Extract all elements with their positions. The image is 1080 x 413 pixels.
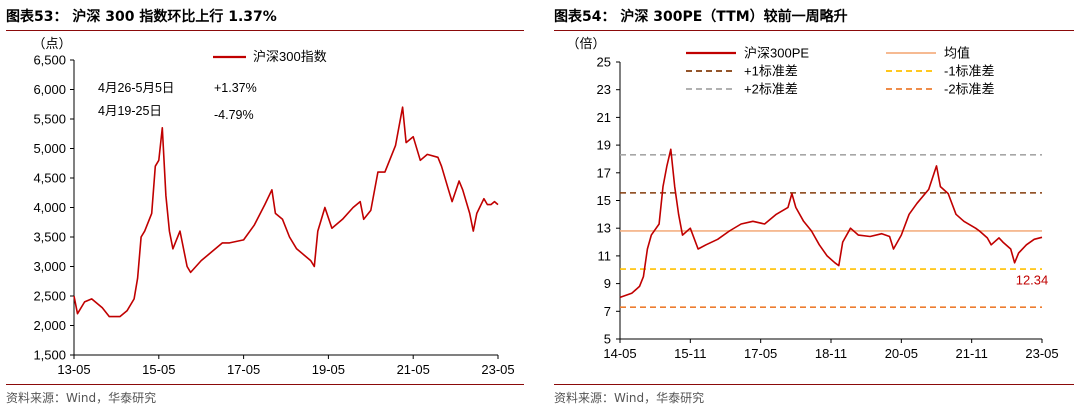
x-tick-label: 15-11 (674, 346, 706, 361)
x-tick-label: 14-05 (603, 346, 636, 361)
y-tick-label: 11 (598, 248, 612, 263)
legend: 沪深300PE 均值 +1标准差 -1标准差 +2标准差 -2标准差 (686, 46, 995, 97)
chart-title: 图表54： 沪深 300PE（TTM）较前一周略升 (554, 9, 848, 25)
chart-panel-hs300-index: 图表53： 沪深 300 指数环比上行 1.37% 1,500 2,000 2,50… (0, 0, 530, 413)
x-tick-label: 19-05 (312, 362, 345, 377)
x-tick-label: 21-05 (397, 362, 430, 377)
y-tick-label: 6,000 (33, 82, 66, 97)
x-tick-label: 15-05 (142, 362, 175, 377)
annotation-change-2: -4.79% (214, 108, 254, 122)
legend-label-series: 沪深300PE (744, 46, 809, 61)
hs300-index-series-line (73, 106, 499, 318)
x-tick-label: 21-11 (956, 346, 988, 361)
y-tick-label: 7 (604, 304, 611, 319)
chart-title: 图表53： 沪深 300 指数环比上行 1.37% (6, 9, 277, 25)
legend-label-minus-1-std: -1标准差 (944, 64, 995, 79)
y-tick-label: 5,500 (33, 112, 66, 127)
legend-label-plus-1-std: +1标准差 (744, 64, 798, 79)
legend-label-plus-2-std: +2标准差 (744, 82, 798, 97)
y-tick-label: 5 (604, 332, 611, 347)
y-tick-label: 13 (597, 221, 611, 236)
legend-label-hs300: 沪深300指数 (253, 49, 327, 64)
y-tick-label: 2,000 (33, 318, 66, 333)
footer-rule (554, 384, 1074, 385)
annotation-period-2: 4月19-25日 (98, 104, 162, 118)
legend: 沪深300指数 (213, 49, 327, 64)
y-tick-label: 9 (604, 276, 611, 291)
source-note: 资料来源：Wind，华泰研究 (6, 391, 157, 405)
x-tick-label: 17-05 (744, 346, 777, 361)
latest-value-label: 12.34 (1016, 272, 1049, 287)
y-axis-unit-label: （点） (32, 36, 71, 51)
pe-series-line (619, 148, 1043, 299)
line-chart: 5 7 9 11 13 15 17 19 21 23 25 14-05 15-11 17-05 18-11… (566, 36, 1058, 361)
y-tick-label: 15 (597, 193, 611, 208)
y-tick-label: 1,500 (33, 348, 66, 363)
y-tick-label: 4,000 (33, 200, 66, 215)
y-tick-label: 17 (597, 165, 611, 180)
annotation-change-1: +1.37% (214, 81, 257, 95)
title-rule (6, 30, 524, 31)
y-tick-label: 21 (597, 110, 611, 125)
legend-label-minus-2-std: -2标准差 (944, 82, 995, 97)
x-tick-label: 23-05 (1025, 346, 1058, 361)
line-chart: 1,500 2,000 2,500 3,000 3,500 4,000 4,500 5,000… (32, 36, 514, 377)
chart-panel-hs300-pe: 图表54： 沪深 300PE（TTM）较前一周略升 5 7 9 11 13 15 17 19 2… (548, 0, 1080, 413)
y-tick-label: 2,500 (33, 289, 66, 304)
y-tick-label: 25 (597, 55, 611, 70)
y-tick-label: 4,500 (33, 171, 66, 186)
annotation-period-1: 4月26-5月5日 (98, 81, 174, 95)
source-note: 资料来源：Wind，华泰研究 (554, 391, 705, 405)
y-axis-unit-label: （倍） (566, 36, 605, 51)
footer-rule (6, 384, 524, 385)
x-tick-label: 23-05 (481, 362, 514, 377)
x-tick-label: 18-11 (815, 346, 847, 361)
x-tick-label: 20-05 (885, 346, 918, 361)
change-annotation: 4月26-5月5日 +1.37% 4月19-25日 -4.79% (98, 81, 257, 122)
y-tick-label: 19 (597, 138, 611, 153)
title-rule (554, 30, 1074, 31)
x-tick-label: 13-05 (57, 362, 90, 377)
y-tick-label: 3,500 (33, 230, 66, 245)
y-tick-label: 5,000 (33, 141, 66, 156)
y-tick-label: 3,000 (33, 259, 66, 274)
x-tick-label: 17-05 (227, 362, 260, 377)
legend-label-mean: 均值 (944, 46, 970, 61)
y-tick-label: 6,500 (33, 53, 66, 68)
y-tick-label: 23 (597, 82, 611, 97)
